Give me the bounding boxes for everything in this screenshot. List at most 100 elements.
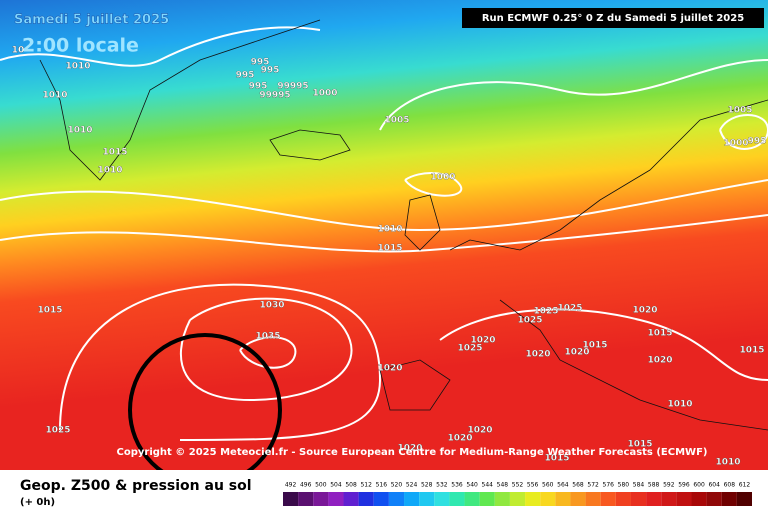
scale-swatch — [358, 492, 374, 506]
isobars — [0, 26, 768, 441]
scale-swatch — [630, 492, 647, 506]
scale-swatch — [313, 492, 329, 506]
isobar-label: 995 — [261, 66, 280, 76]
scale-label: 580 — [618, 482, 630, 489]
isobar-label: 1015 — [102, 148, 127, 158]
scale-label: 496 — [300, 482, 312, 489]
scale-label: 500 — [315, 482, 327, 489]
isobar-label: 995 — [748, 137, 767, 147]
isobar-label: 1015 — [37, 306, 62, 316]
isobar-label: 1005 — [384, 116, 409, 126]
isobar-label: 995 — [251, 58, 270, 68]
isobar-label: 995 — [249, 82, 268, 92]
scale-label: 596 — [678, 482, 690, 489]
isobar-label: 1020 — [377, 364, 402, 374]
isobar-label: 1010 — [42, 91, 67, 101]
footer-subtitle: (+ 0h) — [20, 497, 55, 508]
isobar-label: 1020 — [647, 356, 672, 366]
isobar-label: 1020 — [397, 444, 422, 454]
time: 2:00 locale — [22, 35, 139, 57]
scale-swatch — [615, 492, 631, 506]
scale-swatch — [721, 492, 737, 506]
scale-label: 524 — [406, 482, 418, 489]
isobar-label: 1010 — [65, 62, 90, 72]
isobar-label: 1000 — [312, 89, 337, 99]
scale-swatch — [343, 492, 359, 506]
isobar-label: 1035 — [255, 332, 280, 342]
scale-swatch — [676, 492, 692, 506]
scale-label: 568 — [572, 482, 584, 489]
scale-swatch — [434, 492, 450, 506]
isobar-label: 1025 — [45, 426, 70, 436]
scale-label: 572 — [587, 482, 599, 489]
isobar-label: 1025 — [533, 307, 558, 317]
isobar-label: 1010 — [715, 458, 740, 468]
scale-swatch — [661, 492, 677, 506]
isobar-label: 1015 — [627, 440, 652, 450]
footer-title: Geop. Z500 & pression au sol — [20, 478, 252, 494]
scale-label: 608 — [724, 482, 736, 489]
scale-swatch — [600, 492, 616, 506]
scale-label: 520 — [391, 482, 403, 489]
scale-label: 588 — [648, 482, 660, 489]
scale-swatch — [585, 492, 601, 506]
scale-swatch — [509, 492, 526, 506]
isobar-label: 99995 — [277, 82, 308, 92]
isobar-label: 1020 — [447, 434, 472, 444]
scale-swatch — [464, 492, 480, 506]
scale-label: 508 — [345, 482, 357, 489]
scale-label: 528 — [421, 482, 433, 489]
scale-swatch — [570, 492, 586, 506]
copyright: Copyright © 2025 Meteociel.fr - Source E… — [117, 447, 708, 458]
scale-swatch — [555, 492, 571, 506]
run-box — [462, 8, 764, 28]
scale-label: 600 — [693, 482, 705, 489]
isobar-label: 1010 — [667, 400, 692, 410]
scale-label: 612 — [739, 482, 751, 489]
scale-swatch — [706, 492, 722, 506]
isobar-label: 1015 — [739, 346, 764, 356]
isobar-label: 1020 — [525, 350, 550, 360]
isobar-label: 1030 — [259, 301, 284, 311]
scale-label: 544 — [482, 482, 494, 489]
isobar-label: 1025 — [557, 304, 582, 314]
isobar-label: 1005 — [727, 106, 752, 116]
scale-label: 560 — [542, 482, 554, 489]
isobar-label: 99995 — [259, 91, 290, 101]
isobar-label: 1025 — [517, 316, 542, 326]
scale-label: 492 — [285, 482, 297, 489]
scale-label: 592 — [663, 482, 675, 489]
isobar-label: 1010 — [377, 225, 402, 235]
scale-swatch — [736, 492, 752, 506]
isobar-label: 1020 — [564, 348, 589, 358]
scale-swatch — [525, 492, 541, 506]
scale-swatch — [419, 492, 435, 506]
scale-label: 512 — [360, 482, 372, 489]
isobar-label: 1000 — [430, 173, 455, 183]
scale-swatch — [328, 492, 344, 506]
isobar-label: 1000 — [723, 139, 748, 149]
scale-swatch — [373, 492, 389, 506]
scale-label: 548 — [497, 482, 509, 489]
scale-label: 552 — [512, 482, 524, 489]
scale-label: 576 — [603, 482, 615, 489]
scale-label: 536 — [451, 482, 463, 489]
scale-label: 564 — [557, 482, 569, 489]
scale-label: 604 — [708, 482, 720, 489]
scale-swatch — [283, 492, 299, 506]
date: Samedi 5 juillet 2025 — [14, 13, 169, 28]
scale-swatch — [494, 492, 510, 506]
scale-swatch — [646, 492, 662, 506]
scale-label: 556 — [527, 482, 539, 489]
scale-swatch — [404, 492, 420, 506]
scale-swatch — [540, 492, 556, 506]
scale-label: 584 — [633, 482, 645, 489]
isobar-label: 1015 — [544, 454, 569, 464]
scale-swatch — [388, 492, 405, 506]
isobar-label: 1020 — [470, 336, 495, 346]
scale-label: 516 — [376, 482, 388, 489]
isobar-label: 1015 — [582, 341, 607, 351]
isobar-label: 1020 — [467, 426, 492, 436]
isobar-label: 1020 — [632, 306, 657, 316]
